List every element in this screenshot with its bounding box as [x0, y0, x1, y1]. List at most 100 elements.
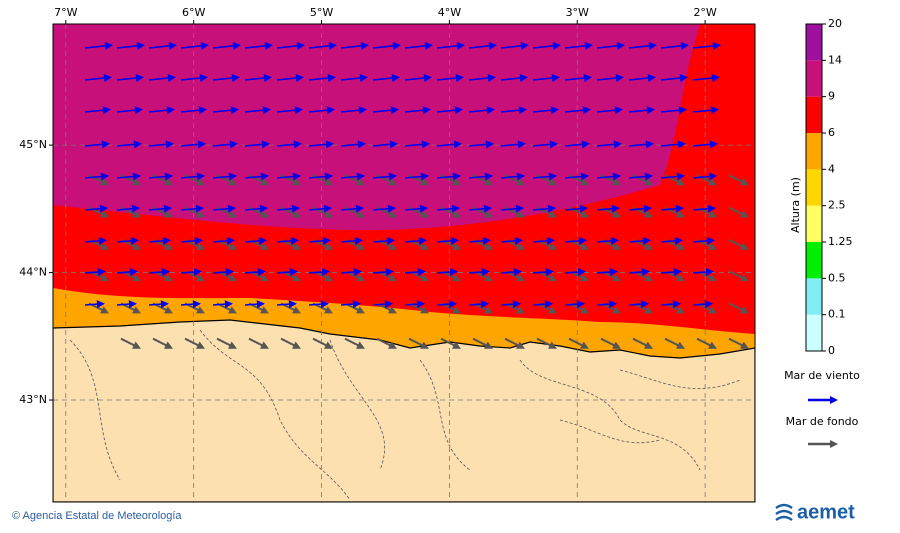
arrow-shaft	[148, 109, 171, 113]
arrow-shaft	[500, 207, 520, 211]
arrow-shaft	[436, 44, 461, 49]
arrow-head	[232, 41, 241, 50]
arrow-head	[132, 273, 141, 282]
arrow-head	[164, 273, 173, 282]
arrow-head	[612, 210, 621, 218]
colorbar-frame	[805, 23, 823, 352]
arrow-head	[712, 41, 721, 50]
logo: aemet	[797, 501, 855, 523]
logo-icon	[775, 503, 793, 522]
arrow-shaft	[212, 76, 236, 81]
arrow-shaft	[500, 44, 525, 49]
arrow-head	[482, 236, 491, 245]
arrow-shaft	[84, 207, 104, 211]
arrow-head	[608, 300, 617, 309]
arrow-shaft	[148, 207, 168, 211]
arrow-head	[641, 268, 650, 276]
arrow-head	[130, 236, 139, 245]
arrow-head	[710, 106, 719, 115]
arrow-head	[679, 74, 688, 83]
arrow-shaft	[148, 143, 170, 147]
arrow-head	[484, 172, 493, 181]
arrow-head	[135, 74, 144, 83]
arrow-head	[192, 300, 201, 309]
arrow-head	[356, 178, 365, 186]
arrow-head	[612, 172, 621, 181]
arrow-head	[452, 273, 461, 282]
arrow-head	[740, 341, 749, 349]
arrow-head	[166, 106, 175, 115]
arrow-head	[544, 300, 553, 309]
arrow-head	[485, 140, 494, 149]
arrow-shaft	[340, 44, 365, 49]
arrow-head	[708, 210, 717, 218]
arrow-shaft	[84, 143, 106, 147]
y-tick-label: 44°N	[19, 266, 47, 279]
arrow-shaft	[596, 44, 621, 49]
arrow-head	[706, 236, 715, 245]
arrow-head	[258, 236, 267, 245]
arrow-head	[676, 341, 685, 349]
arrow-head	[292, 273, 301, 282]
arrow-head	[164, 306, 173, 314]
arrow-head	[198, 106, 207, 115]
arrow-shaft	[404, 175, 425, 179]
colorbar-segment	[806, 133, 822, 170]
arrow-shaft	[436, 109, 459, 113]
arrow-head	[455, 74, 464, 83]
arrow-head	[295, 74, 304, 83]
arrow-head	[582, 106, 591, 115]
arrow-head	[552, 41, 561, 50]
colorbar-tick-label: 0	[828, 344, 835, 357]
arrow-head	[705, 268, 714, 276]
arrow-shaft	[692, 143, 714, 147]
arrow-head	[548, 242, 557, 250]
credit: © Agencia Estatal de Meteorología	[12, 510, 182, 522]
arrow-head	[488, 41, 497, 50]
arrow-head	[576, 300, 585, 309]
arrow-head	[449, 268, 458, 276]
arrow-head	[322, 236, 331, 245]
arrow-shaft	[276, 109, 299, 113]
y-tick-label: 43°N	[19, 393, 47, 406]
arrow-shaft	[660, 175, 681, 179]
arrow-head	[609, 268, 618, 276]
arrow-head	[450, 236, 459, 245]
arrow-head	[324, 341, 333, 349]
arrow-head	[292, 172, 301, 181]
arrow-shaft	[564, 143, 586, 147]
arrow-shaft	[404, 109, 427, 113]
arrow-head	[256, 300, 265, 309]
arrow-head	[484, 210, 493, 218]
arrow-shaft	[340, 109, 363, 113]
arrow-head	[613, 140, 622, 149]
arrow-head	[132, 306, 141, 314]
arrow-shaft	[212, 207, 232, 211]
arrow-shaft	[596, 109, 619, 113]
arrow-head	[291, 204, 300, 213]
arrow-shaft	[692, 175, 713, 179]
arrow-head	[580, 178, 589, 186]
arrow-head	[580, 306, 589, 314]
arrow-head	[388, 273, 397, 282]
arrow-head	[228, 306, 237, 314]
arrow-head	[419, 204, 428, 213]
arrow-head	[420, 306, 429, 314]
arrow-head	[392, 41, 401, 50]
arrow-head	[196, 341, 205, 349]
colorbar-tick-label: 1.25	[828, 235, 853, 248]
arrow-head	[356, 242, 365, 250]
arrow-head	[577, 268, 586, 276]
arrow-head	[196, 242, 205, 250]
arrow-shaft	[372, 175, 393, 179]
arrow-head	[164, 242, 173, 250]
arrow-head	[129, 268, 138, 276]
arrow-head	[321, 268, 330, 276]
arrow-head	[520, 41, 529, 50]
arrow-head	[584, 41, 593, 50]
arrow-shaft	[692, 109, 715, 113]
arrow-head	[581, 140, 590, 149]
arrow-shaft	[436, 143, 458, 147]
arrow-head	[740, 273, 749, 282]
